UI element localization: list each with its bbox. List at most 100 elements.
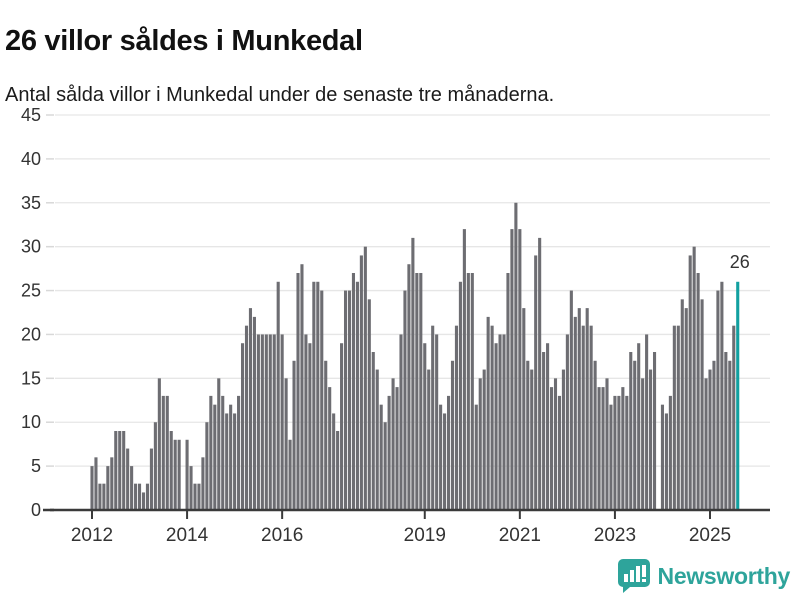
bar xyxy=(506,273,510,510)
y-axis-label: 20 xyxy=(21,324,41,344)
bar xyxy=(332,413,336,510)
highlighted-bar xyxy=(736,281,740,510)
bar xyxy=(466,273,470,510)
bar xyxy=(502,334,506,510)
bar xyxy=(379,404,383,510)
bar xyxy=(363,246,367,510)
newsworthy-logo[interactable]: Newsworthy xyxy=(617,558,790,594)
bar xyxy=(530,369,534,510)
bar xyxy=(292,360,296,510)
bar xyxy=(589,325,593,510)
bar xyxy=(137,483,142,510)
bar xyxy=(304,334,308,510)
bar xyxy=(395,387,399,510)
bar xyxy=(664,413,668,510)
bar xyxy=(233,413,237,510)
bar xyxy=(256,334,260,510)
bar xyxy=(522,308,526,510)
bar xyxy=(668,395,672,510)
bar xyxy=(716,290,720,510)
bar xyxy=(680,299,684,510)
bar xyxy=(423,343,427,510)
bar xyxy=(660,404,665,510)
bar xyxy=(720,281,724,510)
bar xyxy=(585,308,589,510)
bar xyxy=(704,378,708,510)
bar xyxy=(553,378,558,510)
bar xyxy=(387,395,391,510)
bar xyxy=(407,264,411,510)
bar xyxy=(288,439,292,510)
bar xyxy=(268,334,272,510)
bar xyxy=(427,369,431,510)
bar xyxy=(569,290,573,510)
bar xyxy=(260,334,264,510)
bar xyxy=(597,387,601,510)
bar xyxy=(122,431,126,510)
bar xyxy=(252,316,256,510)
bar xyxy=(351,273,356,510)
bar xyxy=(90,466,94,510)
bar xyxy=(244,325,249,510)
x-axis-label: 2014 xyxy=(166,525,209,546)
bar xyxy=(546,343,550,510)
brand-name: Newsworthy xyxy=(657,562,791,589)
bar xyxy=(652,352,657,510)
bar xyxy=(676,325,680,510)
bar xyxy=(114,431,118,510)
bar xyxy=(557,395,562,510)
bar xyxy=(573,316,577,510)
bar xyxy=(169,431,173,510)
bar xyxy=(625,395,629,510)
bar xyxy=(153,422,157,510)
bar xyxy=(549,387,554,510)
bar xyxy=(538,237,542,510)
bar xyxy=(439,404,443,510)
bar xyxy=(371,352,375,510)
bar xyxy=(486,316,490,510)
x-axis-label: 2019 xyxy=(404,525,446,546)
bar xyxy=(340,343,344,510)
bar xyxy=(728,360,732,510)
bar xyxy=(221,395,225,510)
bar xyxy=(359,255,363,510)
bar xyxy=(213,404,217,510)
bar xyxy=(478,378,482,510)
bar xyxy=(609,404,613,510)
bar xyxy=(621,387,625,510)
bar xyxy=(324,360,328,510)
bar xyxy=(474,404,478,510)
bar xyxy=(165,395,169,510)
bar xyxy=(280,334,284,510)
chart-subtitle: Antal sålda villor i Munkedal under de s… xyxy=(5,84,555,106)
bar xyxy=(98,483,102,510)
bar xyxy=(336,431,340,510)
bar xyxy=(134,483,138,510)
bar xyxy=(561,369,565,510)
bar xyxy=(157,378,161,510)
bar xyxy=(708,369,712,510)
bar xyxy=(264,334,268,510)
y-axis-label: 10 xyxy=(21,412,41,432)
bar xyxy=(161,395,165,510)
bar xyxy=(276,281,280,510)
bar xyxy=(177,439,181,510)
bar xyxy=(692,246,696,510)
bar xyxy=(94,457,98,510)
bar xyxy=(173,439,177,510)
bar xyxy=(375,369,379,510)
bar-chart-speech-bubble-icon xyxy=(617,559,650,593)
bar xyxy=(106,466,110,510)
bar xyxy=(411,237,415,510)
bar xyxy=(490,325,494,510)
page-title: 26 villor såldes i Munkedal xyxy=(5,25,363,58)
bar xyxy=(201,457,205,510)
bar xyxy=(443,413,447,510)
bar xyxy=(343,290,348,510)
y-axis-label: 25 xyxy=(21,281,41,301)
bar xyxy=(498,334,502,510)
bar xyxy=(355,281,359,510)
bar xyxy=(347,290,352,510)
x-axis-label: 2023 xyxy=(594,525,636,546)
